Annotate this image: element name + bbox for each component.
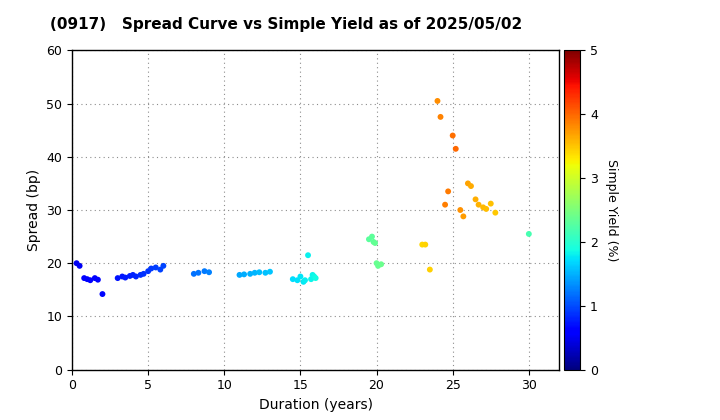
Point: [458, 213, 469, 220]
Point: [465, 183, 477, 189]
Point: [120, 274, 131, 281]
Point: [264, 268, 276, 275]
Point: [238, 271, 250, 278]
Point: [297, 278, 309, 285]
Point: [145, 265, 157, 272]
Point: [424, 266, 436, 273]
Point: [375, 261, 387, 268]
Point: [143, 268, 154, 275]
Point: [420, 241, 431, 248]
Point: [124, 273, 135, 279]
Point: [112, 275, 123, 281]
Point: [308, 273, 320, 280]
Point: [155, 266, 166, 273]
X-axis label: Duration (years): Duration (years): [258, 398, 373, 412]
Point: [96, 291, 108, 297]
Point: [305, 276, 317, 283]
Point: [469, 196, 481, 203]
Point: [244, 270, 256, 277]
Point: [363, 236, 374, 243]
Point: [260, 269, 271, 276]
Point: [150, 264, 161, 271]
Point: [490, 209, 501, 216]
Point: [292, 277, 303, 284]
Point: [92, 276, 104, 283]
Y-axis label: Simple Yield (%): Simple Yield (%): [605, 159, 618, 261]
Point: [368, 239, 379, 245]
Point: [473, 201, 485, 208]
Point: [366, 233, 378, 240]
Point: [523, 231, 534, 237]
Text: (0917)   Spread Curve vs Simple Yield as of 2025/05/02: (0917) Spread Curve vs Simple Yield as o…: [50, 17, 523, 32]
Point: [138, 270, 149, 277]
Point: [435, 113, 446, 120]
Point: [287, 276, 299, 283]
Point: [74, 262, 86, 269]
Point: [371, 260, 382, 267]
Point: [193, 269, 204, 276]
Point: [310, 275, 321, 281]
Point: [480, 205, 492, 212]
Point: [302, 252, 314, 259]
Point: [450, 145, 462, 152]
Point: [439, 201, 451, 208]
Point: [294, 273, 306, 280]
Point: [462, 180, 474, 187]
Point: [307, 272, 318, 278]
Point: [234, 272, 246, 278]
Point: [454, 207, 466, 213]
Point: [416, 241, 428, 248]
Point: [442, 188, 454, 195]
Point: [117, 273, 128, 280]
Point: [249, 269, 261, 276]
Point: [71, 260, 82, 267]
Y-axis label: Spread (bp): Spread (bp): [27, 169, 41, 251]
Point: [253, 269, 265, 276]
Point: [127, 272, 139, 278]
Point: [372, 262, 384, 269]
Point: [81, 276, 93, 283]
Point: [300, 277, 311, 284]
Point: [203, 269, 215, 276]
Point: [78, 275, 90, 281]
Point: [447, 132, 459, 139]
Point: [369, 240, 381, 247]
Point: [84, 277, 96, 284]
Point: [432, 97, 444, 104]
Point: [89, 275, 101, 281]
Point: [158, 262, 169, 269]
Point: [477, 204, 489, 211]
Point: [199, 268, 210, 275]
Point: [188, 270, 199, 277]
Point: [135, 272, 146, 278]
Point: [130, 273, 142, 280]
Point: [485, 200, 497, 207]
